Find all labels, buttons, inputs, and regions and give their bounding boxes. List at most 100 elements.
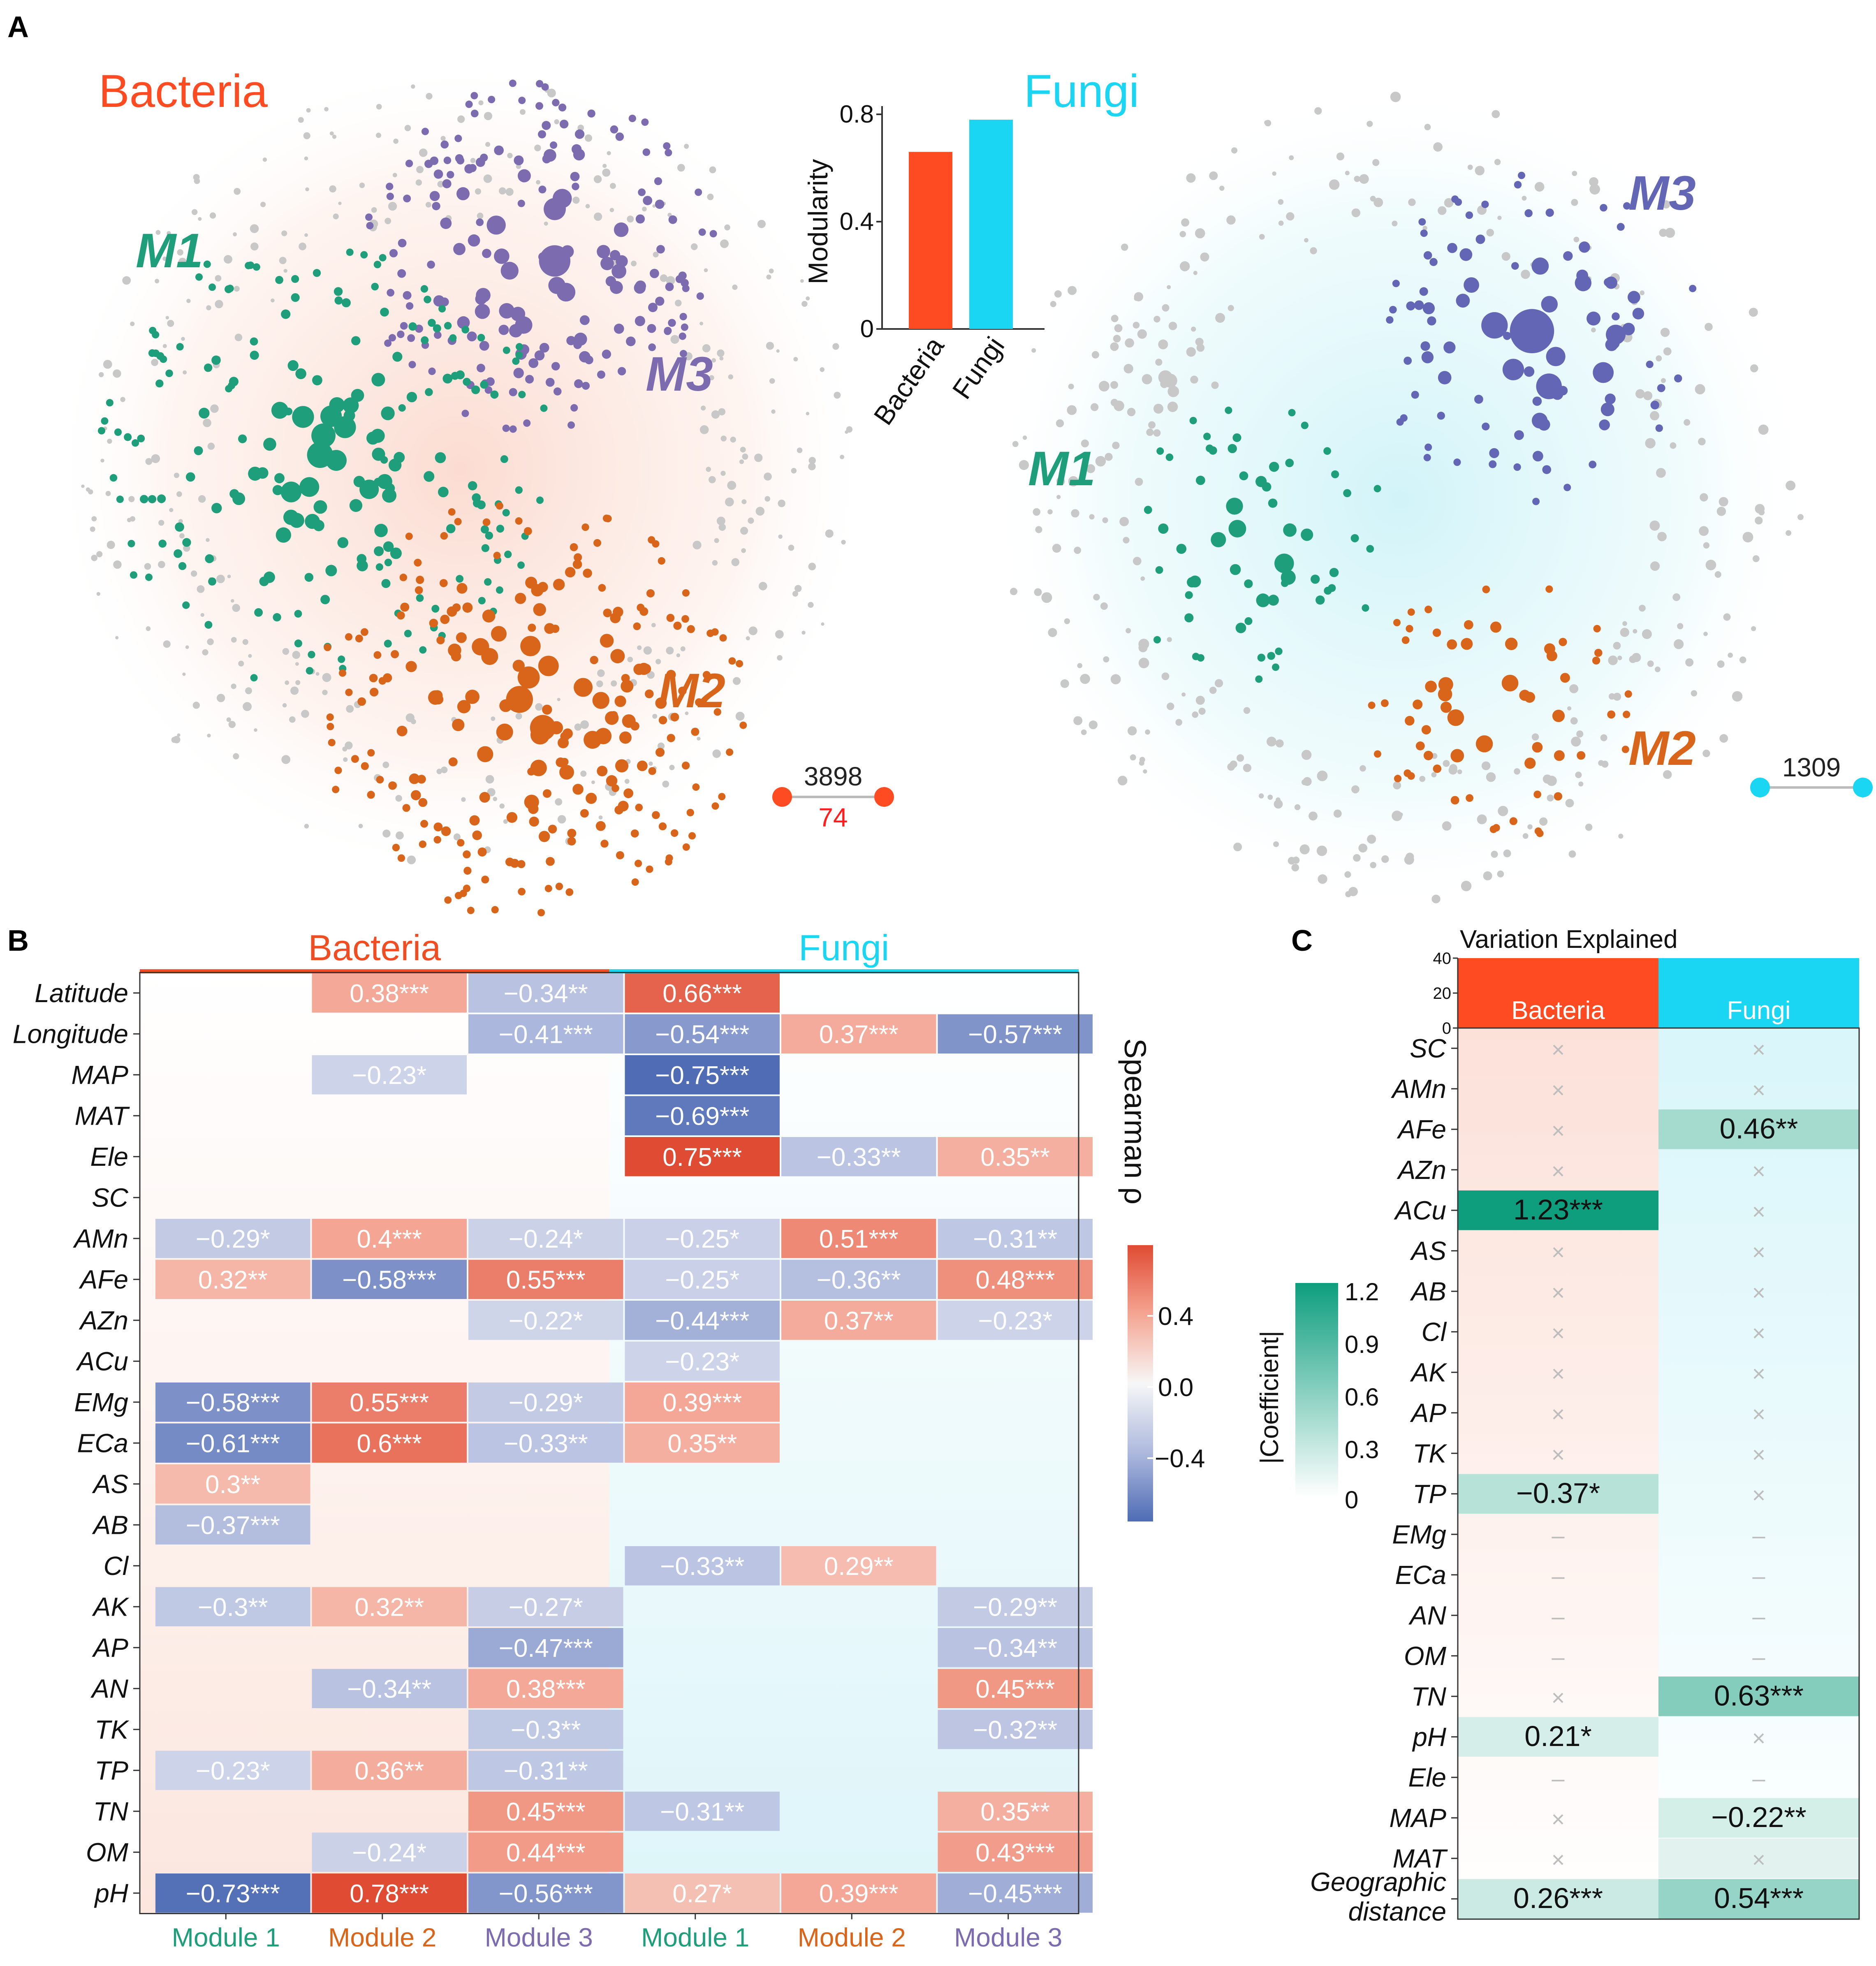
bacteria-network-node [655,659,661,665]
bacteria-network-node [105,491,111,496]
fungi-network-node [1442,821,1452,831]
fungi-network-node [1572,171,1577,176]
fungi-network-node [1381,855,1389,863]
bacteria-module1-node [152,331,160,339]
bacteria-module2-node [351,755,359,763]
bacteria-network-node [437,181,444,188]
fungi-network-node [1486,229,1494,237]
bacteria-network-node [834,391,841,399]
fungi-unassigned-node [1186,347,1196,357]
bacteria-network-node [607,151,611,155]
fungi-network-node [1103,656,1109,662]
fungi-module2-node [1425,681,1437,692]
bacteria-module2-node [332,785,340,793]
fungi-module1-node [1184,613,1194,623]
bacteria-module2-node [367,749,375,757]
coef-row-label: TK [1413,1438,1448,1468]
bacteria-module1-node [484,578,492,586]
bacteria-network-node [232,604,240,612]
bacteria-network-node [699,425,709,434]
bacteria-network-node [304,156,308,161]
fungi-network-nodes [1010,91,1804,903]
fungi-module1-node [1244,617,1253,625]
bacteria-network-node [96,551,103,558]
coef-cell-mark: – [1752,1522,1765,1548]
bacteria-module2-node [606,775,618,787]
heatmap-cell [781,1301,936,1340]
coef-row-label: AFe [1397,1114,1446,1144]
coef-cell-mark: × [1752,1401,1766,1427]
bacteria-module1-node [384,558,392,567]
heatmap-cell [938,1832,1093,1872]
bacteria-network-node [415,179,422,186]
fungi-network-node [1649,520,1660,531]
coef-cell-mark: – [1752,1603,1765,1629]
bacteria-network-node [697,736,701,741]
bacteria-network-node [173,736,181,743]
coef-row-label: AS [1410,1236,1446,1266]
heatmap-cell-label: −0.45*** [968,1880,1062,1908]
bacteria-network-node [228,721,236,728]
bacteria-network-node [475,188,482,195]
bacteria-module2-node [369,674,378,683]
bacteria-module2-node [472,830,482,841]
bacteria-network-node [155,279,160,284]
fungi-module2-node [1577,751,1586,760]
fungi-network-node [1714,571,1721,578]
fungi-module1-node [1275,647,1283,655]
bacteria-network-node [322,690,328,695]
bacteria-module1-node [109,474,118,482]
bacteria-module3-node [465,100,473,108]
fungi-network-node [1291,864,1299,872]
heatmap-cell-label: −0.75*** [655,1061,749,1090]
bacteria-module3-node [454,134,462,142]
bacteria-network-node [216,694,225,702]
coef-cell-mark: × [1752,1198,1766,1224]
bacteria-module3-node [656,245,665,254]
heatmap-group-label-bacteria: Bacteria [308,927,441,968]
fungi-network-node [1353,854,1361,862]
fungi-module2-node [1405,716,1415,726]
bacteria-network-node [233,232,237,236]
bacteria-module3-node [509,79,516,87]
bacteria-module1-node [130,571,138,579]
bacteria-module2-node [610,649,625,664]
bacteria-module2-node [586,792,597,804]
fungi-network-node [1068,286,1077,295]
heatmap-cell-label: 0.6*** [357,1429,422,1458]
bacteria-module2-node [666,670,676,680]
bacteria-module2-node [345,688,353,696]
fungi-network-node [1237,754,1244,762]
heatmap-cell-label: −0.56*** [499,1880,593,1908]
bacteria-network-node [279,257,287,264]
fungi-module3-node [1419,287,1428,296]
heatmap-cell-label: −0.29* [509,1389,583,1417]
bacteria-module2-node [523,527,532,535]
coef-cell-mark: × [1752,1725,1766,1751]
bacteria-module3-node [534,350,545,361]
bacteria-network-node [231,599,234,603]
bacteria-module1-node [371,373,385,387]
bacteria-network-node [103,360,112,369]
bacteria-module3-node [573,340,582,349]
fungi-network-node [1659,468,1665,475]
fungi-network-node [1138,643,1148,653]
heatmap-cell-label: −0.29* [196,1225,270,1253]
bacteria-network-node [202,649,208,655]
fungi-module2-node [1421,725,1431,735]
bacteria-module1-node [313,269,321,277]
bacteria-network-node [507,153,513,159]
fungi-module3-node [1459,248,1473,261]
heatmap-cell [155,1751,310,1790]
fungi-module1-node [1255,476,1267,487]
bacteria-module3-node [605,276,616,287]
bacteria-module3-node [525,375,534,384]
fungi-unassigned-node [1158,339,1168,350]
heatmap-cell-label: −0.25* [665,1225,739,1253]
fungi-module2-node [1433,764,1442,773]
fungi-module1-node [1228,520,1246,538]
bacteria-network-node [289,716,296,723]
fungi-network-node [1140,576,1145,581]
heatmap-row-label: AB [92,1510,128,1540]
bacteria-module2-node [481,875,489,884]
